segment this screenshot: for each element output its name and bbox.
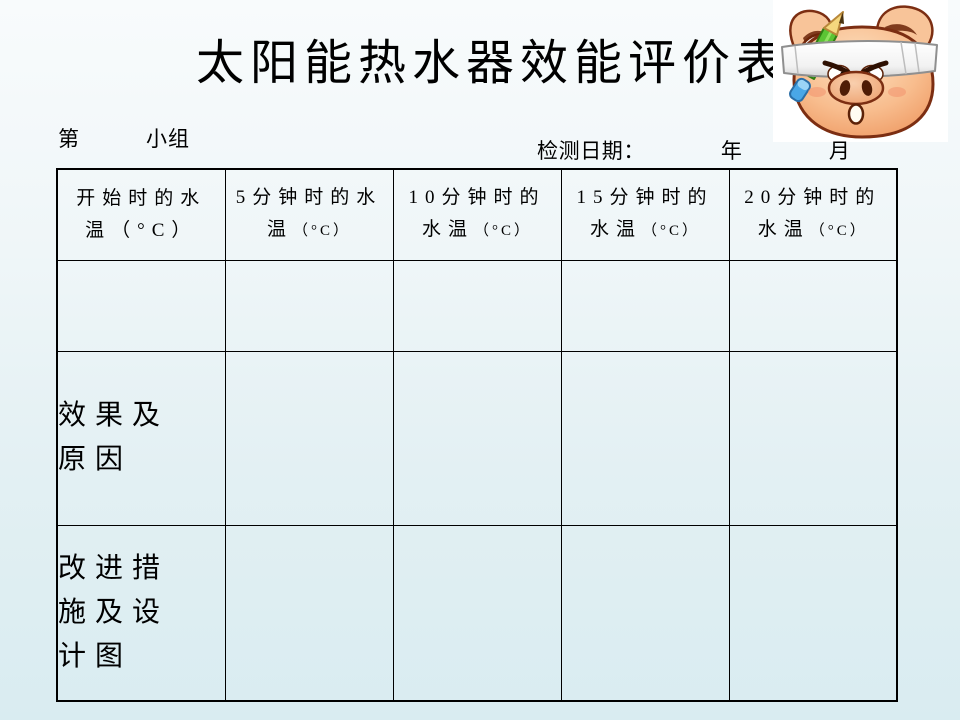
pig-mascot-image	[773, 0, 948, 142]
effect-reason-row: 效果及 原因	[56, 350, 898, 526]
unit-degree-c: （°C）	[474, 223, 533, 240]
table-cell	[560, 524, 730, 702]
evaluation-table: 开始时的水 温（°C） 5分钟时的水 温（°C） 10分钟时的 水温（°C） 1…	[56, 168, 898, 702]
pig-headband	[781, 40, 938, 78]
table-cell	[728, 524, 898, 702]
table-header-row: 开始时的水 温（°C） 5分钟时的水 温（°C） 10分钟时的 水温（°C） 1…	[56, 168, 898, 261]
page-title: 太阳能热水器效能评价表	[195, 37, 790, 90]
unit-degree-c: （°C）	[111, 219, 198, 241]
row-label-effect-and-reason: 效果及 原因	[56, 350, 226, 526]
table-cell	[56, 259, 226, 352]
header-cell-5min-temp: 5分钟时的水 温（°C）	[224, 168, 394, 261]
improvement-row: 改进措 施及设 计图	[56, 524, 898, 702]
row-label-improvement-and-design: 改进措 施及设 计图	[56, 524, 226, 702]
pig-blush-right	[888, 87, 906, 97]
header-cell-start-temp: 开始时的水 温（°C）	[56, 168, 226, 261]
table-cell	[728, 259, 898, 352]
header-cell-20min-temp: 20分钟时的 水温（°C）	[728, 168, 898, 261]
table-cell	[560, 259, 730, 352]
table-cell	[392, 259, 562, 352]
date-label: 检测日期： 年 月	[537, 139, 851, 163]
header-cell-10min-temp: 10分钟时的 水温（°C）	[392, 168, 562, 261]
table-cell	[728, 350, 898, 526]
pig-blush-left	[808, 87, 826, 97]
table-cell	[560, 350, 730, 526]
pig-snout	[827, 70, 885, 106]
table-cell	[224, 259, 394, 352]
unit-degree-c: （°C）	[642, 223, 701, 240]
table-cell	[224, 524, 394, 702]
measurement-row	[56, 259, 898, 352]
group-label: 第 小组	[58, 127, 190, 151]
pig-mouth	[847, 103, 865, 125]
pig-mascot-svg	[773, 0, 948, 142]
header-cell-15min-temp: 15分钟时的 水温（°C）	[560, 168, 730, 261]
table-cell	[224, 350, 394, 526]
table-cell	[392, 524, 562, 702]
pencil-eraser	[789, 77, 811, 103]
unit-degree-c: （°C）	[293, 223, 352, 240]
table-cell	[392, 350, 562, 526]
unit-degree-c: （°C）	[809, 223, 868, 240]
